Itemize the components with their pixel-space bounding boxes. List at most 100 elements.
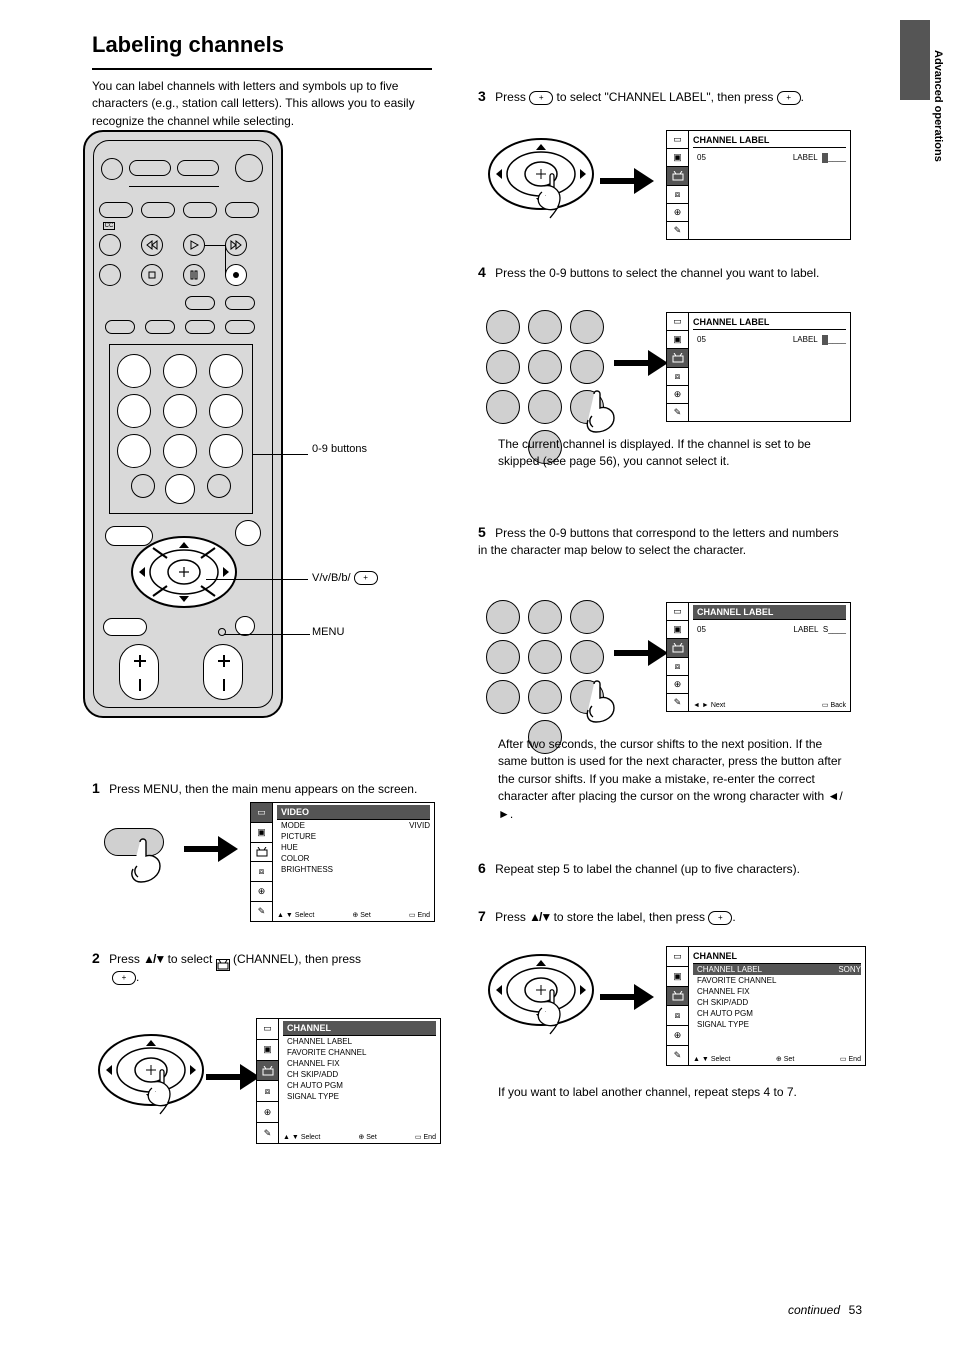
keypad-key xyxy=(570,600,604,634)
remote-btn xyxy=(103,618,147,636)
remote-illustration: CC xyxy=(83,130,283,718)
footer-end: ▭ End xyxy=(415,1133,436,1141)
remote-btn xyxy=(99,264,121,286)
screen-row: MODEVIVID xyxy=(277,820,430,831)
label-field: LABEL S____ xyxy=(794,625,847,634)
screen-row: CHANNEL FIX xyxy=(283,1058,436,1069)
footer-back: ▭ Back xyxy=(822,701,846,709)
screen-body: CHANNEL LABEL 05 LABEL S____ xyxy=(689,603,850,711)
keypad-key xyxy=(570,350,604,384)
ch-rocker xyxy=(203,644,243,700)
numpad-3 xyxy=(209,354,243,388)
screen-footer: ◄ ► Next ▭ Back xyxy=(693,701,846,709)
arrow-icon xyxy=(614,350,674,376)
remote-btn xyxy=(141,202,175,218)
keypad-key xyxy=(528,600,562,634)
screen-footer: ▲ ▼ Select ⊕ Set ▭ End xyxy=(693,1055,861,1063)
leader-line xyxy=(224,634,310,635)
screen-title: CHANNEL xyxy=(283,1021,436,1036)
remote-btn xyxy=(99,234,121,256)
step5-text: 5 Press the 0-9 buttons that correspond … xyxy=(478,522,848,560)
step7-t1: Press xyxy=(495,910,529,924)
screen-tabs: ▭ ▣ ⧈ ⊕ ✎ xyxy=(667,131,689,239)
remote-btn xyxy=(225,202,259,218)
screen-footer: ▲ ▼ Select ⊕ Set ▭ End xyxy=(277,911,430,919)
screen-title: CHANNEL LABEL xyxy=(693,315,846,330)
channel-tab-icon xyxy=(667,167,688,185)
record-icon xyxy=(225,264,247,286)
enter-icon: + xyxy=(708,911,732,925)
step5-num: 5 xyxy=(478,522,486,542)
screen-row: CH AUTO PGM xyxy=(693,1008,861,1019)
updown-icon: ▲/▼ xyxy=(143,951,164,968)
screen-row: CHANNEL LABEL xyxy=(283,1036,436,1047)
tab-icon: ⧈ xyxy=(667,186,688,204)
step4-text: 4 Press the 0-9 buttons to select the ch… xyxy=(478,262,848,282)
footer-set: ⊕ Set xyxy=(776,1055,794,1063)
leader-line xyxy=(206,579,308,580)
screen-row: CHANNEL LABELSONY xyxy=(693,964,861,975)
finger-icon xyxy=(130,838,170,884)
numpad-1 xyxy=(117,354,151,388)
remote-btn xyxy=(185,296,215,310)
screen-row: FAVORITE CHANNEL xyxy=(693,975,861,986)
step5-note: After two seconds, the cursor shifts to … xyxy=(498,736,852,823)
keypad-key xyxy=(570,640,604,674)
screen-step1: ▭ ▣ ⧈ ⊕ ✎ VIDEO MODEVIVID PICTURE HUE CO… xyxy=(250,802,435,922)
step6-num: 6 xyxy=(478,858,486,878)
screen-tabs: ▭ ▣ ⧈ ⊕ ✎ xyxy=(667,313,689,421)
screen-step4: ▭ ▣ ⧈ ⊕ ✎ CHANNEL LABEL 05 LABEL ____ xyxy=(666,312,851,422)
stop-icon xyxy=(141,264,163,286)
tab-icon: ⧈ xyxy=(667,1006,688,1026)
screen-row: SIGNAL TYPE xyxy=(283,1091,436,1102)
tab-icon: ⊕ xyxy=(251,882,272,902)
tab-icon: ▣ xyxy=(257,1040,278,1061)
step2-text: 2 Press ▲/▼ to select (CHANNEL), then pr… xyxy=(92,948,432,986)
screen-title: CHANNEL LABEL xyxy=(693,605,846,620)
tab-icon: ▭ xyxy=(667,131,688,149)
keypad-key xyxy=(486,600,520,634)
screen-row: COLOR xyxy=(277,853,430,864)
tab-icon: ▣ xyxy=(667,621,688,639)
divider xyxy=(129,186,219,187)
step3-t1: Press xyxy=(495,90,529,104)
screen-step5: ▭ ▣ ⧈ ⊕ ✎ CHANNEL LABEL 05 LABEL S____ ◄… xyxy=(666,602,851,712)
step7-num: 7 xyxy=(478,906,486,926)
tab-icon: ▭ xyxy=(667,313,688,331)
tab-icon: ▭ xyxy=(251,803,272,823)
remote-btn xyxy=(129,160,171,176)
cursor-icon xyxy=(822,153,828,163)
footer-select: ◄ ► Next xyxy=(693,701,725,709)
tab-icon: ✎ xyxy=(667,404,688,421)
side-tab-marker xyxy=(900,20,930,100)
tab-icon: ✎ xyxy=(257,1123,278,1143)
footer-select: ▲ ▼ Select xyxy=(693,1055,730,1063)
footer-end: ▭ End xyxy=(409,911,430,919)
screen-row: 05 LABEL ____ xyxy=(693,152,846,164)
keypad-key xyxy=(528,390,562,424)
screen-row: HUE xyxy=(277,842,430,853)
screen-body: CHANNEL LABEL 05 LABEL ____ xyxy=(689,131,850,239)
remote-btn xyxy=(235,154,263,182)
screen-title: CHANNEL xyxy=(693,949,861,964)
step7-text: 7 Press ▲/▼ to store the label, then pre… xyxy=(478,906,848,926)
pause-icon xyxy=(183,264,205,286)
finger-icon xyxy=(586,390,624,434)
step2-mid: to select xyxy=(168,952,216,966)
keypad-key xyxy=(486,680,520,714)
screen-row: BRIGHTNESS xyxy=(277,864,430,875)
dpad-step3 xyxy=(486,136,596,222)
screen-body: VIDEO MODEVIVID PICTURE HUE COLOR BRIGHT… xyxy=(273,803,434,921)
remote-btn xyxy=(225,320,255,334)
finger-icon xyxy=(586,680,624,724)
numpad-5 xyxy=(163,394,197,428)
numpad-6 xyxy=(209,394,243,428)
step6-text: 6 Repeat step 5 to label the channel (up… xyxy=(478,858,848,878)
tab-icon: ✎ xyxy=(667,694,688,711)
tab-icon: ✎ xyxy=(667,222,688,239)
continued-label: continued xyxy=(480,1303,840,1317)
channel-tab-icon xyxy=(667,639,688,657)
screen-row: 05 LABEL ____ xyxy=(693,334,846,346)
step7-note: If you want to label another channel, re… xyxy=(498,1084,852,1101)
footer-select: ▲ ▼ Select xyxy=(283,1133,320,1141)
